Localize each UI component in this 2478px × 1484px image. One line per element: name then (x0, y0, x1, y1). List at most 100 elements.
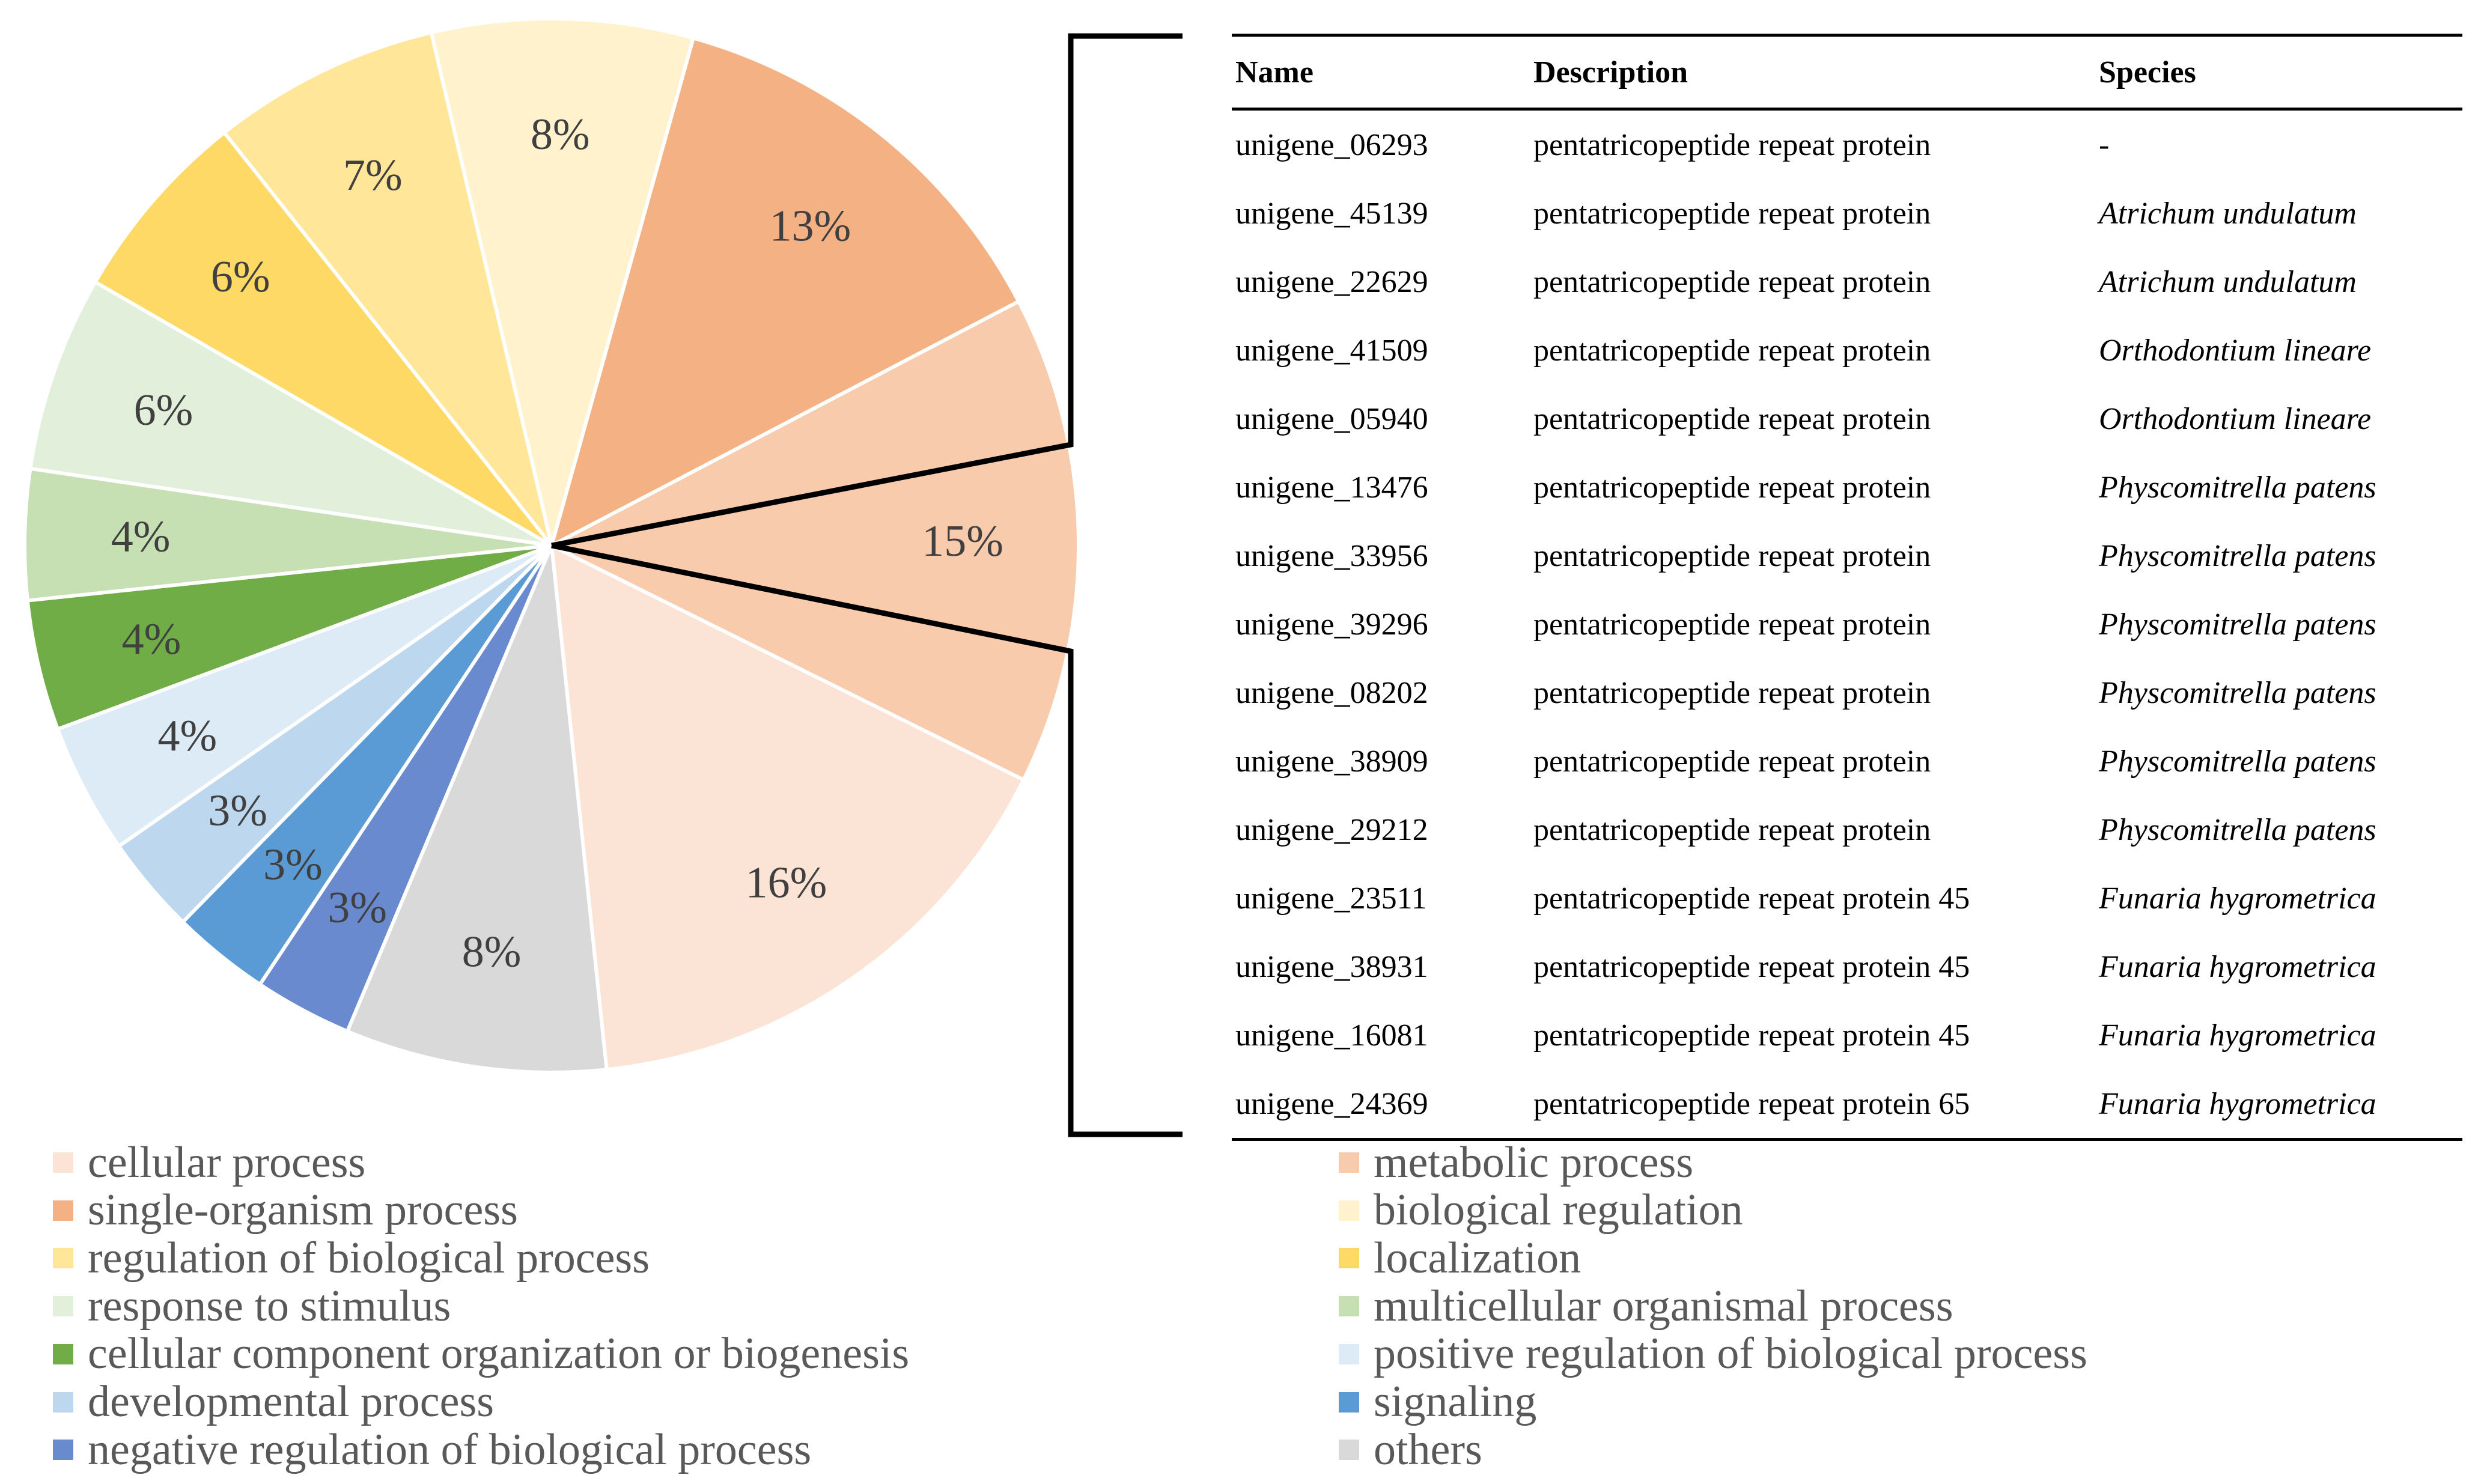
pie-data-label: 3% (327, 883, 387, 932)
table-row: unigene_16081 pentatricopeptide repeat pr… (1232, 1001, 2462, 1069)
pie-data-label: 7% (343, 151, 403, 200)
header-description: Description (1530, 34, 2095, 111)
legend-swatch (53, 1391, 73, 1413)
pie-data-label: 4% (122, 615, 181, 664)
gene-description-cell: pentatricopeptide repeat protein (1533, 538, 1931, 573)
legend-swatch (53, 1296, 73, 1317)
legend-item: multicellular organismal process (1339, 1281, 1953, 1331)
gene-species-cell: Physcomitrella patens (2099, 675, 2376, 710)
legend-swatch (53, 1248, 73, 1269)
gene-name-cell: unigene_29212 (1235, 812, 1428, 847)
pie-data-label: 4% (157, 711, 217, 761)
pie-slice-response-to-stimulus (28, 279, 553, 547)
gene-species-cell: Funaria hygrometrica (2099, 881, 2376, 916)
table-row: unigene_13476 pentatricopeptide repeat pr… (1232, 453, 2462, 522)
pie-data-label: 3% (208, 786, 267, 836)
go-pie-chart: 16%15%13%8%7%6%6%4%4%4%3%3%3%8% (23, 17, 1080, 1074)
legend-swatch (1339, 1343, 1359, 1364)
gene-name-cell: unigene_33956 (1235, 538, 1428, 573)
table-row: unigene_08202 pentatricopeptide repeat pr… (1232, 658, 2462, 727)
table-row: unigene_39296 pentatricopeptide repeat pr… (1232, 590, 2462, 658)
pie-data-label: 6% (211, 252, 270, 302)
gene-name-cell: unigene_41509 (1235, 333, 1428, 368)
gene-description-cell: pentatricopeptide repeat protein (1533, 401, 1931, 436)
pie-data-label: 16% (746, 859, 827, 908)
gene-description-cell: pentatricopeptide repeat protein (1533, 264, 1931, 299)
legend-item: negative regulation of biological proces… (53, 1425, 812, 1474)
legend-label: cellular component organization or bioge… (88, 1329, 910, 1379)
gene-description-cell: pentatricopeptide repeat protein 45 (1533, 949, 1970, 984)
gene-description-cell: pentatricopeptide repeat protein (1533, 812, 1931, 847)
pie-slice-multicellular-organismal-process (23, 466, 552, 603)
table-row: unigene_24369 pentatricopeptide repeat pr… (1232, 1069, 2462, 1141)
gene-name-cell: unigene_06293 (1235, 127, 1428, 162)
pie-data-label: 4% (111, 512, 171, 562)
legend-label: developmental process (88, 1377, 495, 1426)
legend-label: multicellular organismal process (1374, 1281, 1953, 1331)
legend-label: metabolic process (1374, 1137, 1694, 1187)
legend-item: positive regulation of biological proces… (1339, 1329, 2087, 1378)
gene-species-cell: Funaria hygrometrica (2099, 949, 2376, 984)
legend-item: single-organism process (53, 1185, 518, 1235)
gene-name-cell: unigene_45139 (1235, 196, 1428, 231)
legend-label: regulation of biological process (88, 1233, 650, 1283)
legend-label: cellular process (88, 1137, 366, 1187)
gene-description-cell: pentatricopeptide repeat protein 45 (1533, 881, 1970, 916)
gene-species-cell: Physcomitrella patens (2099, 812, 2376, 847)
pie-data-label: 6% (134, 386, 193, 435)
legend-swatch (53, 1200, 73, 1221)
table-row: unigene_38931 pentatricopeptide repeat pr… (1232, 932, 2462, 1001)
gene-species-cell: Physcomitrella patens (2099, 607, 2376, 642)
gene-description-cell: pentatricopeptide repeat protein (1533, 470, 1931, 505)
legend-item: cellular component organization or bioge… (53, 1329, 910, 1379)
gene-description-cell: pentatricopeptide repeat protein (1533, 333, 1931, 368)
pie-slice-regulation-of-biological-process (222, 30, 553, 547)
gene-description-cell: pentatricopeptide repeat protein 45 (1533, 1018, 1970, 1053)
legend-item: others (1339, 1425, 1482, 1474)
table-row: unigene_41509 pentatricopeptide repeat pr… (1232, 316, 2462, 385)
gene-species-cell: Funaria hygrometrica (2099, 1018, 2376, 1053)
gene-name-cell: unigene_13476 (1235, 470, 1428, 505)
gene-name-cell: unigene_38931 (1235, 949, 1428, 984)
gene-species-cell: Orthodontium lineare (2099, 333, 2372, 368)
legend-item: response to stimulus (53, 1282, 451, 1331)
legend-label: signaling (1374, 1377, 1537, 1426)
pie-data-label: 13% (770, 201, 851, 251)
gene-description-cell: pentatricopeptide repeat protein (1533, 607, 1931, 642)
table-header-row: Name Description Species (1232, 34, 2462, 111)
pie-slice-cellular-component-organization-or-biogenesis (25, 544, 553, 732)
gene-species-cell: Atrichum undulatum (2099, 264, 2357, 299)
gene-species-cell: Physcomitrella patens (2099, 744, 2376, 779)
legend-label: others (1374, 1425, 1482, 1474)
legend-item: regulation of biological process (53, 1233, 650, 1283)
gene-name-cell: unigene_38909 (1235, 744, 1428, 779)
legend-swatch (1339, 1248, 1359, 1269)
legend-item: metabolic process (1339, 1137, 1694, 1187)
pie-data-label: 8% (531, 110, 590, 159)
gene-species-cell: Physcomitrella patens (2099, 470, 2376, 505)
gene-name-cell: unigene_23511 (1235, 881, 1427, 916)
legend-swatch (1339, 1296, 1359, 1317)
legend-label: localization (1374, 1233, 1581, 1283)
legend-label: negative regulation of biological proces… (88, 1425, 812, 1474)
legend-swatch (1339, 1152, 1359, 1173)
pie-slice-positive-regulation-of-biological-process (55, 544, 553, 849)
gene-species-cell: Physcomitrella patens (2099, 538, 2376, 573)
table-row: unigene_22629 pentatricopeptide repeat pr… (1232, 248, 2462, 316)
pie-data-label: 15% (922, 517, 1003, 566)
gene-description-cell: pentatricopeptide repeat protein (1533, 127, 1931, 162)
gene-name-cell: unigene_05940 (1235, 401, 1428, 436)
table-row: unigene_29212 pentatricopeptide repeat pr… (1232, 795, 2462, 864)
legend-swatch (1339, 1391, 1359, 1413)
legend-label: single-organism process (88, 1185, 518, 1235)
table-row: unigene_45139 pentatricopeptide repeat pr… (1232, 179, 2462, 248)
legend-swatch (1339, 1200, 1359, 1221)
legend-item: developmental process (53, 1377, 495, 1426)
legend-swatch (53, 1152, 73, 1173)
pie-slice-localization (93, 130, 553, 547)
legend-item: signaling (1339, 1377, 1537, 1426)
gene-species-cell: Orthodontium lineare (2099, 401, 2372, 436)
gene-species-cell: Atrichum undulatum (2099, 196, 2357, 231)
table-row: unigene_38909 pentatricopeptide repeat pr… (1232, 727, 2462, 795)
